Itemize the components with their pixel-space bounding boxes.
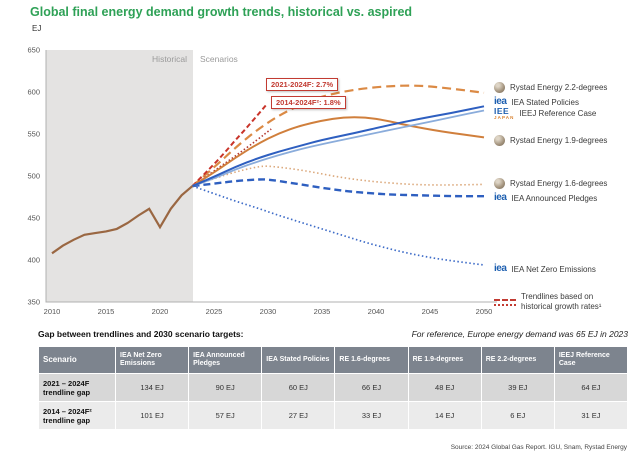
series-historical bbox=[51, 185, 194, 255]
gap-table-value-cell: 39 EJ bbox=[481, 374, 554, 401]
trendline-note-line1: Trendlines based on bbox=[521, 292, 594, 301]
gap-table-row-label: 2021 – 2024F trendline gap bbox=[39, 374, 115, 401]
iea-logo-icon: iea bbox=[494, 263, 507, 274]
gap-table-value-cell: 48 EJ bbox=[408, 374, 481, 401]
gap-table-value-cell: 6 EJ bbox=[481, 402, 554, 429]
rystad-energy-globe-icon bbox=[494, 178, 505, 189]
legend-label: IEA Announced Pledges bbox=[511, 193, 598, 203]
legend-label: Rystad Energy 1.6-degrees bbox=[510, 179, 608, 188]
gap-table-value-cell: 64 EJ bbox=[554, 374, 627, 401]
y-axis-unit-label: EJ bbox=[32, 24, 42, 33]
y-axis-tick: 350 bbox=[27, 298, 40, 307]
red-trendline-sample-icon bbox=[494, 298, 516, 306]
legend-label: IEA Stated Policies bbox=[511, 97, 579, 107]
y-axis-tick: 650 bbox=[27, 46, 40, 55]
gap-table-value-cell: 134 EJ bbox=[116, 374, 189, 401]
annotation-2021-2024-trendline: 2021-2024F: 2.7% bbox=[266, 78, 339, 91]
x-axis-tick: 2010 bbox=[44, 307, 61, 316]
legend-item-rystad-1-6-degrees: Rystad Energy 1.6-degrees bbox=[494, 178, 607, 189]
annotation-2014-2024-trendline: 2014-2024F²: 1.8% bbox=[271, 96, 346, 109]
gap-table-value-cell: 14 EJ bbox=[408, 402, 481, 429]
gap-table-caption: Gap between trendlines and 2030 scenario… bbox=[38, 329, 244, 339]
gap-table-value-cell: 101 EJ bbox=[116, 402, 189, 429]
gap-table-value-cell: 66 EJ bbox=[335, 374, 408, 401]
x-axis-tick: 2020 bbox=[152, 307, 169, 316]
iea-logo-icon: iea bbox=[494, 96, 507, 107]
gap-table-column-header: IEA Stated Policies bbox=[262, 347, 335, 373]
gap-table-value-cell: 90 EJ bbox=[189, 374, 262, 401]
ieej-logo-bottom-text: JAPAN bbox=[494, 114, 515, 120]
historical-region-shading bbox=[46, 50, 193, 302]
table-row: 2014 – 2024F² trendline gap 101 EJ 57 EJ 27… bbox=[39, 402, 627, 429]
x-axis-tick: 2045 bbox=[422, 307, 439, 316]
page-title: Global final energy demand growth trends… bbox=[30, 5, 413, 19]
gap-table-value-cell: 33 EJ bbox=[335, 402, 408, 429]
rystad-energy-globe-icon bbox=[494, 82, 505, 93]
series-iea-stated-policies bbox=[192, 105, 485, 188]
gap-table-header: Scenario IEA Net Zero Emissions IEA Announ… bbox=[39, 347, 627, 373]
legend-item-iea-announced-pledges: iea IEA Announced Pledges bbox=[494, 193, 597, 203]
y-axis-tick: 500 bbox=[27, 172, 40, 181]
gap-table-column-header: IEA Announced Pledges bbox=[189, 347, 262, 373]
legend-item-rystad-2-2-degrees: Rystad Energy 2.2-degrees bbox=[494, 82, 607, 93]
legend-label: IEEJ Reference Case bbox=[519, 109, 597, 118]
y-axis-tick: 450 bbox=[27, 214, 40, 223]
series-iea-net-zero-emissions bbox=[192, 185, 485, 266]
y-axis-tick: 600 bbox=[27, 88, 40, 97]
x-axis-tick: 2030 bbox=[260, 307, 277, 316]
scenarios-zone-label: Scenarios bbox=[200, 54, 238, 64]
gap-table-row-label: 2014 – 2024F² trendline gap bbox=[39, 402, 115, 429]
legend-item-iea-stated-policies: iea IEA Stated Policies bbox=[494, 97, 579, 107]
ieej-logo-top-text: IEE bbox=[494, 106, 510, 116]
trendline-note-line2: historical growth rates¹ bbox=[521, 302, 602, 312]
gap-table: Scenario IEA Net Zero Emissions IEA Announ… bbox=[38, 346, 628, 430]
gap-table-column-header: IEEJ Reference Case bbox=[554, 347, 627, 373]
gap-table-value-cell: 31 EJ bbox=[554, 402, 627, 429]
iea-logo-icon: iea bbox=[494, 192, 507, 203]
series-ieej-reference-case bbox=[192, 109, 485, 187]
axis-lines bbox=[45, 50, 497, 303]
gap-table-value-cell: 57 EJ bbox=[189, 402, 262, 429]
legend-item-trendlines-note: Trendlines based on historical growth ra… bbox=[494, 292, 601, 313]
ieej-logo-icon: IEE JAPAN bbox=[494, 107, 514, 120]
gap-table-column-header: IEA Net Zero Emissions bbox=[116, 347, 189, 373]
series-rystad-1-9-degrees bbox=[191, 116, 485, 187]
historical-zone-label: Historical bbox=[152, 54, 187, 64]
legend-label: Trendlines based on historical growth ra… bbox=[521, 292, 601, 313]
table-row: 2021 – 2024F trendline gap 134 EJ 90 EJ 60 … bbox=[39, 374, 627, 401]
x-axis-tick: 2050 bbox=[476, 307, 493, 316]
legend-item-iea-net-zero-emissions: iea IEA Net Zero Emissions bbox=[494, 264, 596, 274]
y-axis-tick: 400 bbox=[27, 256, 40, 265]
gap-table-column-header: RE 1.9-degrees bbox=[408, 347, 481, 373]
series-iea-announced-pledges bbox=[192, 178, 484, 198]
rystad-energy-globe-icon bbox=[494, 135, 505, 146]
legend-label: IEA Net Zero Emissions bbox=[511, 264, 596, 274]
legend-item-ieej-reference-case: IEE JAPAN IEEJ Reference Case bbox=[494, 107, 596, 120]
x-axis-tick: 2025 bbox=[206, 307, 223, 316]
x-axis-tick: 2035 bbox=[314, 307, 331, 316]
red-dashed-line-icon bbox=[494, 298, 516, 301]
gap-table-value-cell: 27 EJ bbox=[262, 402, 335, 429]
chart-tick-layer: 650 600 550 500 450 400 350 2010 2015 2020 2025 203… bbox=[27, 46, 492, 317]
legend-item-rystad-1-9-degrees: Rystad Energy 1.9-degrees bbox=[494, 135, 607, 146]
gap-table-column-header: RE 1.6-degrees bbox=[335, 347, 408, 373]
table-caption-row: Gap between trendlines and 2030 scenario… bbox=[38, 329, 628, 339]
x-axis-tick: 2015 bbox=[98, 307, 115, 316]
legend-label: Rystad Energy 2.2-degrees bbox=[510, 83, 608, 92]
x-axis-tick: 2040 bbox=[368, 307, 385, 316]
legend-label: Rystad Energy 1.9-degrees bbox=[510, 136, 608, 145]
gap-table-scenario-header: Scenario bbox=[39, 347, 115, 373]
gap-table-value-cell: 60 EJ bbox=[262, 374, 335, 401]
red-dotted-line-icon bbox=[494, 303, 516, 306]
europe-reference-note: For reference, Europe energy demand was … bbox=[411, 329, 628, 339]
gap-table-column-header: RE 2.2-degrees bbox=[481, 347, 554, 373]
source-attribution: Source: 2024 Global Gas Report. IGU, Sna… bbox=[450, 444, 627, 451]
y-axis-tick: 550 bbox=[27, 130, 40, 139]
